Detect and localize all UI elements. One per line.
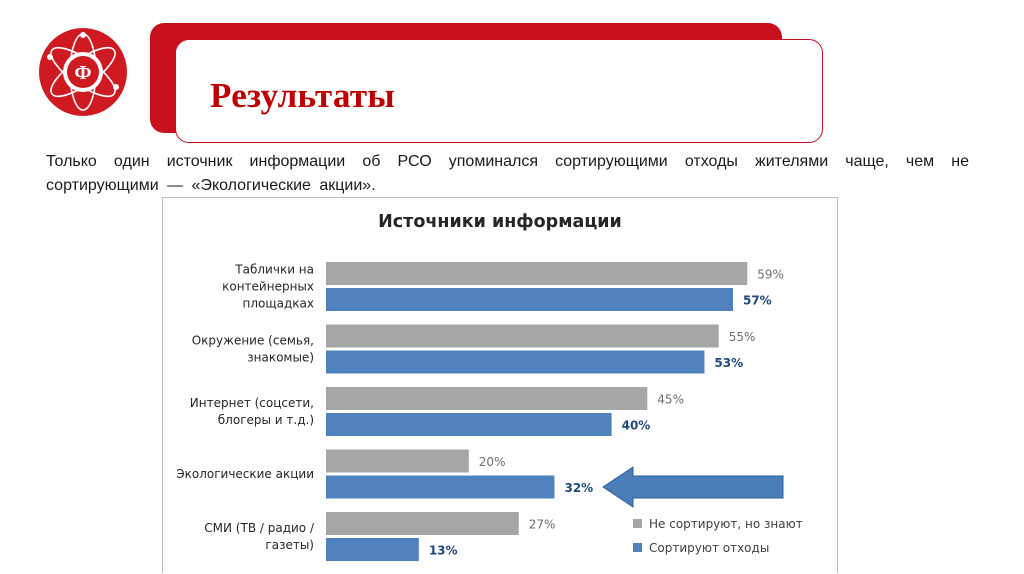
data-label: 53%: [714, 356, 743, 370]
category-label: Окружение (семья,: [192, 334, 314, 348]
legend-swatch: [633, 519, 642, 528]
data-label: 27%: [529, 518, 556, 532]
legend-swatch: [633, 543, 642, 552]
chart-title: Источники информации: [378, 212, 622, 232]
chart-frame: Источники информации 59% 57% Таблички на ко…: [162, 197, 838, 573]
bar: [326, 449, 469, 473]
bar: [326, 538, 419, 561]
bar: [326, 413, 612, 436]
legend-label: Не сортируют, но знают: [649, 517, 803, 531]
atom-logo-icon: Ф: [39, 28, 127, 116]
category-label: газеты): [265, 538, 314, 552]
category-label: Интернет (соцсети,: [190, 396, 314, 410]
bar-chart: 59% 57% Таблички на контейнерных площадках 55…: [176, 262, 803, 561]
data-label: 13%: [429, 544, 458, 558]
bar: [326, 262, 748, 285]
bar: [326, 324, 719, 348]
data-label: 32%: [564, 481, 593, 495]
data-label: 55%: [729, 330, 756, 344]
bar: [326, 475, 555, 499]
category-label: СМИ (ТВ / радио /: [204, 521, 315, 535]
category-label: площадках: [242, 297, 314, 311]
header-panel: [175, 39, 823, 143]
category-label: Экологические акции: [176, 467, 314, 481]
category-label: блогеры и т.д.): [218, 413, 314, 427]
data-label: 57%: [743, 294, 772, 308]
legend-label: Сортируют отходы: [649, 541, 769, 555]
data-label: 40%: [622, 419, 651, 433]
logo-letter: Ф: [74, 62, 91, 84]
highlight-arrow: [602, 466, 784, 508]
bar: [326, 288, 733, 311]
data-label: 45%: [657, 393, 684, 407]
data-label: 59%: [757, 268, 784, 282]
category-label: знакомые): [247, 351, 314, 365]
category-label: контейнерных: [222, 280, 314, 294]
data-label: 20%: [479, 455, 506, 469]
logo-core: [67, 56, 99, 88]
page-title: Результаты: [210, 76, 395, 115]
bar: [326, 387, 648, 410]
intro-text: Только один источник информации об РСО у…: [46, 153, 969, 194]
bar: [326, 512, 519, 535]
category-label: Таблички на: [234, 263, 314, 277]
bar: [326, 350, 705, 374]
